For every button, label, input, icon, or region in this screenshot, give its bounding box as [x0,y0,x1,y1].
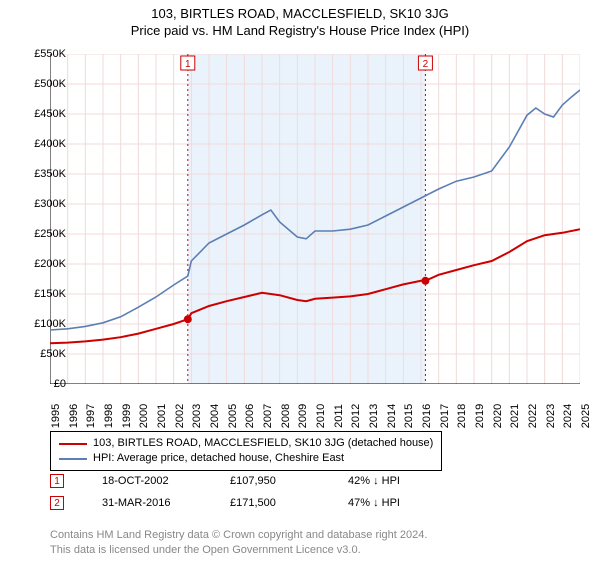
x-tick-label: 2011 [333,404,345,428]
x-tick-label: 2025 [580,404,592,428]
event-row: 2 31-MAR-2016 £171,500 47% ↓ HPI [50,496,400,510]
x-tick-label: 2005 [227,404,239,428]
event-marker: 1 [50,474,64,488]
y-tick-label: £250K [20,228,66,240]
y-tick-label: £500K [20,78,66,90]
x-tick-label: 2022 [527,404,539,428]
x-tick-label: 2012 [350,404,362,428]
y-tick-label: £200K [20,258,66,270]
x-tick-label: 2021 [509,404,521,428]
x-tick-label: 2004 [209,404,221,428]
event-pct: 47% ↓ HPI [348,497,400,509]
legend-label: 103, BIRTLES ROAD, MACCLESFIELD, SK10 3J… [93,436,433,451]
x-tick-label: 2009 [297,404,309,428]
x-tick-label: 2003 [191,404,203,428]
footer-line-1: Contains HM Land Registry data © Crown c… [50,528,427,543]
x-tick-label: 2016 [421,404,433,428]
y-tick-label: £150K [20,288,66,300]
event-row: 1 18-OCT-2002 £107,950 42% ↓ HPI [50,474,400,488]
svg-text:1: 1 [185,59,191,70]
svg-text:2: 2 [423,59,429,70]
event-marker: 2 [50,496,64,510]
event-date: 18-OCT-2002 [102,475,192,487]
legend-swatch [59,458,87,460]
legend-label: HPI: Average price, detached house, Ches… [93,451,344,466]
x-tick-label: 2024 [562,404,574,428]
legend-item: HPI: Average price, detached house, Ches… [59,451,433,466]
x-tick-label: 2000 [138,404,150,428]
y-tick-label: £300K [20,198,66,210]
y-tick-label: £100K [20,318,66,330]
chart-title: 103, BIRTLES ROAD, MACCLESFIELD, SK10 3J… [0,6,600,21]
x-tick-label: 2023 [545,404,557,428]
x-tick-label: 1998 [103,404,115,428]
sales-events-table: 1 18-OCT-2002 £107,950 42% ↓ HPI 2 31-MAR-201… [50,474,400,518]
x-tick-label: 2006 [244,404,256,428]
footer-line-2: This data is licensed under the Open Gov… [50,543,427,558]
y-tick-label: £350K [20,168,66,180]
x-tick-label: 1996 [68,404,80,428]
x-tick-label: 1997 [85,404,97,428]
x-tick-label: 2002 [174,404,186,428]
legend-item: 103, BIRTLES ROAD, MACCLESFIELD, SK10 3J… [59,436,433,451]
x-tick-label: 2020 [492,404,504,428]
x-tick-label: 2017 [439,404,451,428]
legend-swatch [59,443,87,445]
y-tick-label: £550K [20,48,66,60]
chart-area: 12 [50,54,580,384]
x-tick-label: 2007 [262,404,274,428]
x-tick-label: 2019 [474,404,486,428]
x-tick-label: 2008 [280,404,292,428]
event-date: 31-MAR-2016 [102,497,192,509]
event-pct: 42% ↓ HPI [348,475,400,487]
x-tick-label: 2015 [403,404,415,428]
y-tick-label: £400K [20,138,66,150]
x-tick-label: 1999 [121,404,133,428]
event-price: £107,950 [230,475,310,487]
event-price: £171,500 [230,497,310,509]
x-tick-label: 2010 [315,404,327,428]
x-tick-label: 2014 [386,404,398,428]
chart-svg: 12 [50,54,580,384]
y-tick-label: £450K [20,108,66,120]
footer-attribution: Contains HM Land Registry data © Crown c… [50,528,427,558]
x-tick-label: 2018 [456,404,468,428]
x-tick-label: 1995 [50,404,62,428]
legend: 103, BIRTLES ROAD, MACCLESFIELD, SK10 3J… [50,431,442,471]
x-tick-label: 2013 [368,404,380,428]
x-tick-label: 2001 [156,404,168,428]
chart-subtitle: Price paid vs. HM Land Registry's House … [0,23,600,38]
y-tick-label: £0 [20,378,66,390]
y-tick-label: £50K [20,348,66,360]
